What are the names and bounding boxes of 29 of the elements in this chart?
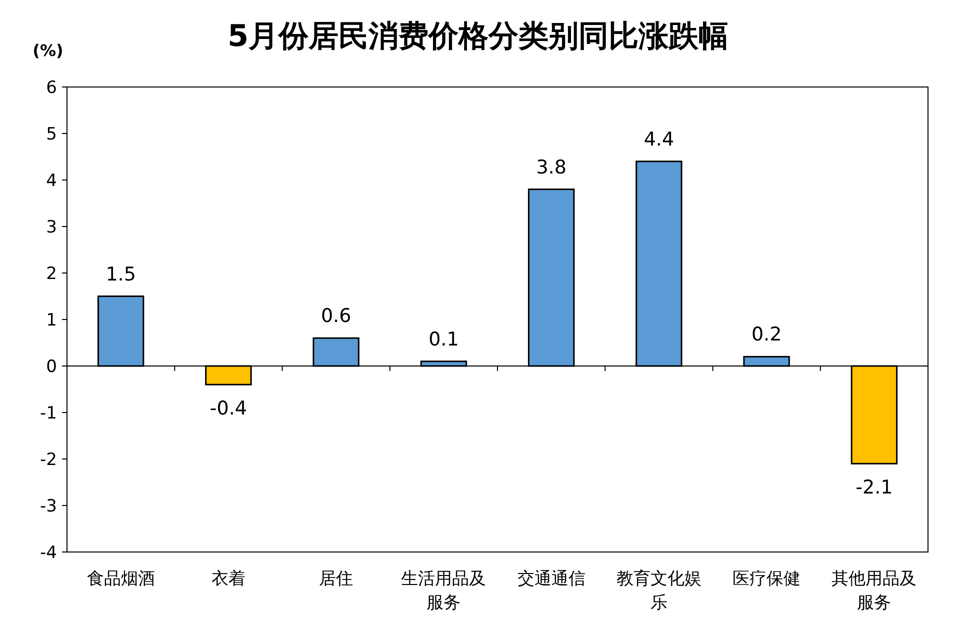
x-tick-label: 交通通信 <box>517 569 586 589</box>
x-tick-label: 生活用品及服务 <box>401 569 486 613</box>
data-label: 3.8 <box>536 156 566 178</box>
y-tick-label: 2 <box>46 264 57 284</box>
chart-title: 5月份居民消费价格分类别同比涨跌幅 <box>228 19 728 54</box>
x-tick-label: 教育文化娱乐 <box>616 569 702 613</box>
x-tick-label: 居住 <box>319 569 354 589</box>
x-tick-label: 医疗保健 <box>732 569 801 589</box>
y-axis-title: (%) <box>32 41 64 60</box>
x-tick-label: 衣着 <box>211 569 246 589</box>
y-tick-label: 5 <box>46 124 57 144</box>
y-tick-label: -3 <box>40 496 57 516</box>
y-tick-label: -2 <box>40 450 57 470</box>
x-tick-label: 其他用品及服务 <box>832 569 917 613</box>
y-tick-label: 6 <box>46 78 57 98</box>
y-tick-label: 1 <box>46 310 57 330</box>
y-tick-label: -4 <box>40 543 57 563</box>
x-tick-label: 食品烟酒 <box>86 569 155 589</box>
y-tick-label: 4 <box>46 171 57 191</box>
data-label: 0.1 <box>428 328 459 350</box>
data-label: -2.1 <box>856 476 893 499</box>
y-tick-label: -1 <box>40 404 57 424</box>
data-label: -0.4 <box>210 398 247 420</box>
data-label: 1.5 <box>106 263 136 286</box>
data-label: 0.6 <box>320 305 352 328</box>
data-label: 0.2 <box>751 324 782 346</box>
y-tick-label: 3 <box>46 218 57 238</box>
data-label: 4.4 <box>644 128 674 150</box>
y-tick-label: 0 <box>46 357 57 377</box>
